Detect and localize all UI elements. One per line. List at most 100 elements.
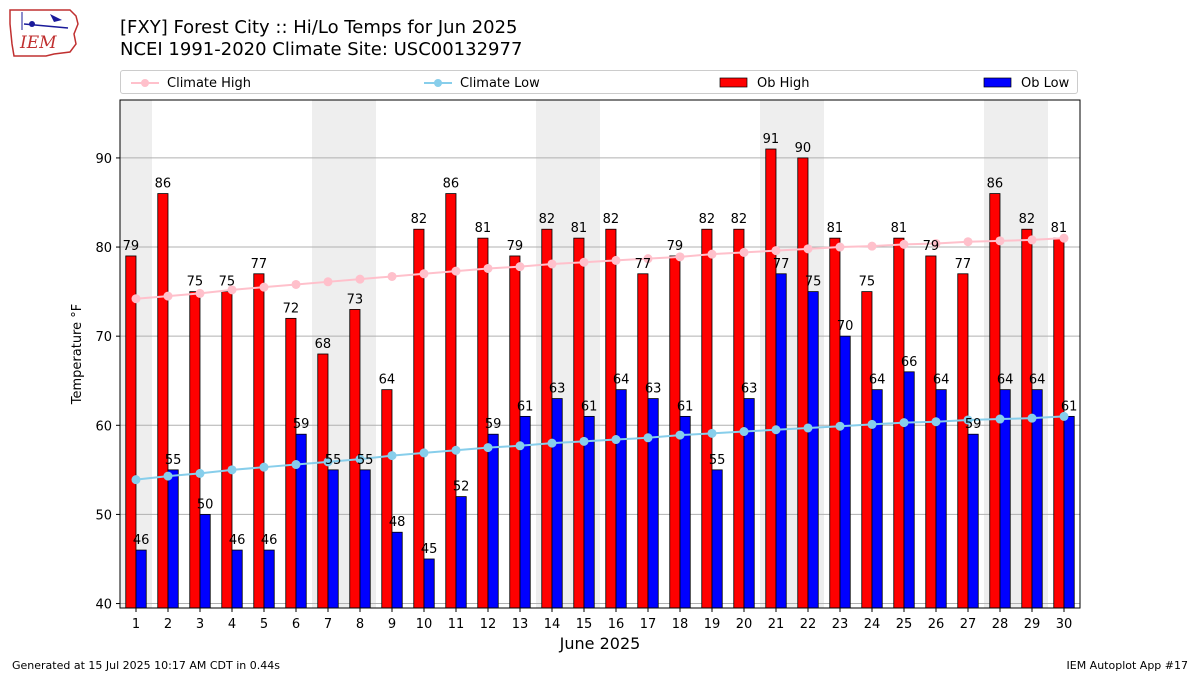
- ob-high-label-day-26: 79: [923, 239, 940, 254]
- ob-high-label-day-6: 72: [283, 301, 300, 316]
- ob-high-label-day-22: 90: [795, 141, 812, 156]
- climate-low-point-day-9: [387, 451, 397, 461]
- climate-low-point-day-4: [227, 465, 237, 475]
- climate-high-point-day-21: [771, 246, 781, 256]
- ob-low-label-day-2: 55: [165, 453, 182, 468]
- climate-low-point-day-25: [899, 418, 909, 428]
- ob-low-bar-day-17: [647, 398, 659, 609]
- climate-low-point-day-21: [771, 425, 781, 435]
- ob-high-label-day-29: 82: [1019, 212, 1036, 227]
- ob-high-label-day-7: 68: [315, 337, 332, 352]
- x-tick-label-4: 4: [228, 617, 236, 632]
- ob-low-bar-day-2: [167, 469, 179, 609]
- ob-low-label-day-1: 46: [133, 533, 150, 548]
- ob-low-label-day-20: 63: [741, 382, 758, 397]
- ob-low-label-day-22: 75: [805, 275, 822, 290]
- ob-low-label-day-17: 63: [645, 382, 662, 397]
- legend-marker-climate-low: [424, 79, 452, 87]
- climate-high-line: [135, 237, 1065, 300]
- x-tick-label-13: 13: [512, 617, 529, 632]
- climate-low-point-day-6: [291, 460, 301, 470]
- ob-high-label-day-19: 82: [699, 212, 716, 227]
- ob-low-label-day-4: 46: [229, 533, 246, 548]
- climate-high-point-day-27: [963, 237, 973, 247]
- ob-high-bar-day-21: [765, 148, 777, 609]
- climate-high-point-day-24: [867, 241, 877, 251]
- ob-high-bar-day-4: [221, 291, 233, 609]
- ob-low-label-day-30: 61: [1061, 399, 1078, 414]
- ob-low-bar-day-23: [839, 335, 851, 609]
- ob-low-label-day-7: 55: [325, 453, 342, 468]
- climate-low-point-day-2: [163, 471, 173, 481]
- ob-low-label-day-19: 55: [709, 453, 726, 468]
- ob-high-bar-day-30: [1053, 237, 1065, 609]
- ob-high-label-day-9: 64: [379, 373, 396, 388]
- ob-high-label-day-11: 86: [443, 177, 460, 192]
- x-tick-label-11: 11: [448, 617, 465, 632]
- ob-low-bar-day-8: [359, 469, 371, 609]
- ob-high-label-day-1: 79: [123, 239, 140, 254]
- climate-low-line: [135, 415, 1065, 481]
- climate-high-point-day-7: [323, 277, 333, 287]
- climate-high-point-day-28: [995, 236, 1005, 246]
- ob-high-bar-day-22: [797, 157, 809, 609]
- y-tick-label-50: 50: [95, 508, 112, 523]
- ob-high-label-day-3: 75: [187, 275, 204, 290]
- climate-low-point-day-12: [483, 443, 493, 453]
- climate-low-point-day-15: [579, 436, 589, 446]
- climate-high-point-day-1: [131, 294, 141, 304]
- climate-high-point-day-25: [899, 239, 909, 249]
- climate-low-point-day-14: [547, 438, 557, 448]
- ob-high-bar-day-9: [381, 389, 393, 609]
- ob-high-label-day-28: 86: [987, 177, 1004, 192]
- ob-low-bar-day-19: [711, 469, 723, 609]
- chart-legend: Climate High Climate Low Ob High Ob Low: [120, 70, 1078, 94]
- legend-label-climate-high: Climate High: [167, 75, 252, 91]
- climate-high-point-day-4: [227, 285, 237, 295]
- x-tick-label-18: 18: [672, 617, 689, 632]
- climate-low-point-day-16: [611, 435, 621, 445]
- ob-low-bar-day-21: [775, 273, 787, 609]
- climate-high-point-day-17: [643, 254, 653, 264]
- x-tick-label-15: 15: [576, 617, 593, 632]
- chart-title: [FXY] Forest City :: Hi/Lo Temps for Jun…: [120, 17, 522, 61]
- legend-label-ob-low: Ob Low: [1021, 75, 1070, 91]
- ob-low-bar-day-6: [295, 433, 307, 609]
- generated-timestamp: Generated at 15 Jul 2025 10:17 AM CDT in…: [12, 659, 280, 672]
- x-tick-label-24: 24: [864, 617, 881, 632]
- legend-label-climate-low: Climate Low: [460, 75, 540, 91]
- climate-high-point-day-16: [611, 255, 621, 265]
- x-tick-label-22: 22: [800, 617, 817, 632]
- ob-low-label-day-13: 61: [517, 399, 534, 414]
- x-tick-label-7: 7: [324, 617, 332, 632]
- ob-high-bar-day-24: [861, 291, 873, 609]
- ob-high-label-day-8: 73: [347, 292, 364, 307]
- x-tick-label-19: 19: [704, 617, 721, 632]
- ob-high-label-day-18: 79: [667, 239, 684, 254]
- ob-low-label-day-12: 59: [485, 417, 502, 432]
- legend-label-ob-high: Ob High: [757, 75, 810, 91]
- ob-high-bar-day-13: [509, 255, 521, 609]
- climate-high-point-day-23: [835, 242, 845, 252]
- ob-low-label-day-10: 45: [421, 542, 438, 557]
- legend-marker-climate-high: [131, 79, 159, 87]
- ob-low-bar-day-12: [487, 433, 499, 609]
- ob-low-bar-day-3: [199, 514, 211, 609]
- ob-low-bar-day-30: [1063, 415, 1075, 609]
- x-tick-label-27: 27: [960, 617, 977, 632]
- ob-low-label-day-27: 59: [965, 417, 982, 432]
- ob-high-bar-day-19: [701, 228, 713, 609]
- ob-low-label-day-6: 59: [293, 417, 310, 432]
- plot-frame: [119, 99, 1081, 609]
- ob-high-label-day-30: 81: [1051, 221, 1068, 236]
- x-tick-label-17: 17: [640, 617, 657, 632]
- ob-high-bar-day-3: [189, 291, 201, 609]
- ob-low-label-day-18: 61: [677, 399, 694, 414]
- iem-logo-graphic: IEM: [9, 9, 79, 57]
- ob-high-label-day-4: 75: [219, 275, 236, 290]
- x-tick-label-28: 28: [992, 617, 1009, 632]
- ob-low-bar-day-18: [679, 415, 691, 609]
- ob-low-bar-day-11: [455, 496, 467, 609]
- climate-high-point-day-15: [579, 257, 589, 267]
- ob-high-bar-day-11: [445, 193, 457, 609]
